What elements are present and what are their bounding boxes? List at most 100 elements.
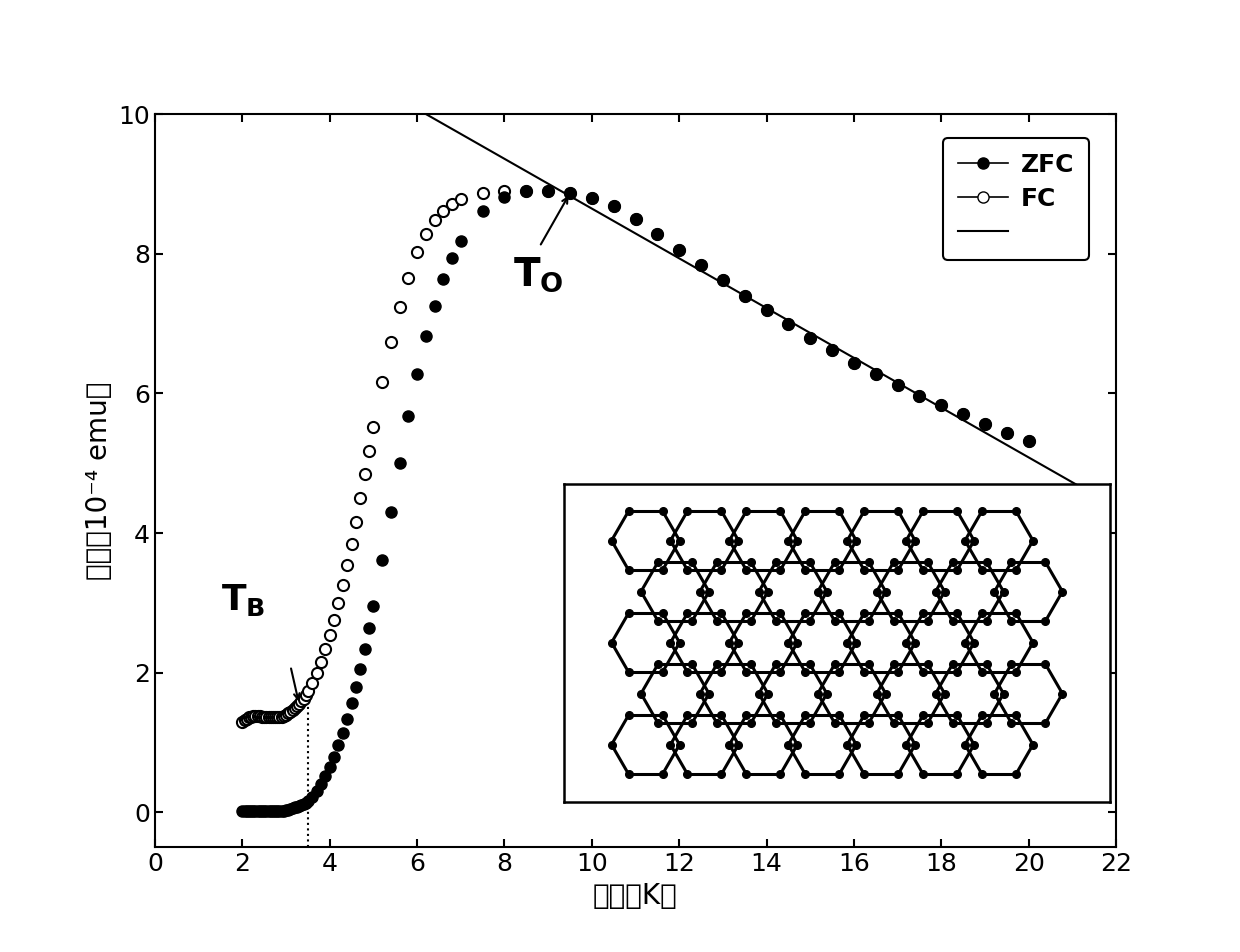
ZFC: [294, 797, 314, 812]
ZFC: [291, 798, 311, 813]
ZFC: [415, 328, 435, 344]
ZFC: [248, 803, 268, 819]
FC: [647, 227, 667, 242]
ZFC: [888, 378, 908, 393]
FC: [434, 203, 454, 218]
Text: $\mathbf{T_O}$: $\mathbf{T_O}$: [513, 255, 564, 293]
ZFC: [560, 186, 580, 201]
ZFC: [389, 456, 409, 471]
ZFC: [324, 749, 343, 764]
FC: [756, 302, 776, 317]
FC: [346, 514, 366, 529]
FC: [415, 227, 435, 242]
ZFC: [407, 367, 427, 382]
ZFC: [381, 505, 401, 520]
FC: [263, 710, 283, 725]
ZFC: [713, 273, 733, 288]
ZFC: [280, 802, 300, 817]
ZFC: [398, 408, 418, 424]
ZFC: [351, 661, 371, 676]
FC: [360, 443, 379, 458]
ZFC: [844, 355, 864, 370]
ZFC: [263, 803, 283, 819]
ZFC: [625, 211, 645, 227]
Y-axis label: 磁矩（10⁻⁴ emu）: 磁矩（10⁻⁴ emu）: [84, 382, 113, 580]
ZFC: [997, 425, 1017, 440]
ZFC: [355, 642, 374, 657]
FC: [324, 612, 343, 627]
ZFC: [495, 189, 515, 205]
FC: [280, 704, 300, 720]
ZFC: [306, 783, 326, 799]
ZFC: [866, 367, 885, 382]
FC: [451, 191, 471, 207]
ZFC: [283, 801, 303, 816]
ZFC: [346, 679, 366, 694]
ZFC: [342, 696, 362, 711]
FC: [269, 710, 289, 725]
FC: [472, 186, 492, 201]
ZFC: [250, 803, 270, 819]
ZFC: [269, 803, 289, 819]
FC: [252, 709, 272, 724]
FC: [670, 242, 689, 257]
ZFC: [234, 803, 254, 819]
ZFC: [909, 388, 929, 404]
ZFC: [268, 803, 288, 819]
FC: [931, 398, 951, 413]
ZFC: [691, 257, 711, 272]
ZFC: [800, 330, 820, 346]
FC: [260, 710, 280, 725]
ZFC: [239, 803, 259, 819]
FC: [713, 273, 733, 288]
ZFC: [278, 802, 298, 817]
ZFC: [434, 271, 454, 287]
FC: [241, 709, 262, 724]
FC: [735, 288, 755, 304]
ZFC: [303, 789, 322, 804]
FC: [351, 490, 371, 506]
FC: [337, 558, 357, 573]
FC: [315, 642, 335, 657]
FC: [320, 627, 340, 643]
FC: [407, 245, 427, 260]
FC: [691, 257, 711, 272]
ZFC: [604, 199, 624, 214]
ZFC: [538, 184, 558, 199]
ZFC: [582, 190, 601, 206]
FC: [888, 378, 908, 393]
FC: [516, 184, 536, 199]
FC: [278, 705, 298, 721]
FC: [265, 710, 285, 725]
FC: [954, 407, 973, 422]
FC: [272, 709, 291, 724]
Legend: ZFC, FC,    : ZFC, FC,: [944, 138, 1089, 260]
FC: [254, 709, 274, 724]
ZFC: [272, 803, 291, 819]
FC: [291, 694, 311, 709]
FC: [237, 711, 257, 726]
FC: [298, 684, 317, 699]
ZFC: [954, 407, 973, 422]
ZFC: [277, 803, 296, 818]
FC: [257, 710, 277, 725]
ZFC: [246, 803, 265, 819]
FC: [398, 270, 418, 286]
ZFC: [363, 598, 383, 613]
FC: [582, 190, 601, 206]
FC: [329, 595, 348, 610]
ZFC: [1019, 433, 1039, 448]
ZFC: [252, 803, 272, 819]
FC: [495, 184, 515, 199]
FC: [311, 654, 331, 669]
FC: [800, 330, 820, 346]
ZFC: [424, 298, 444, 313]
FC: [909, 388, 929, 404]
FC: [1019, 433, 1039, 448]
FC: [234, 713, 254, 728]
FC: [381, 334, 401, 349]
ZFC: [670, 242, 689, 257]
ZFC: [451, 233, 471, 248]
ZFC: [735, 288, 755, 304]
FC: [268, 710, 288, 725]
